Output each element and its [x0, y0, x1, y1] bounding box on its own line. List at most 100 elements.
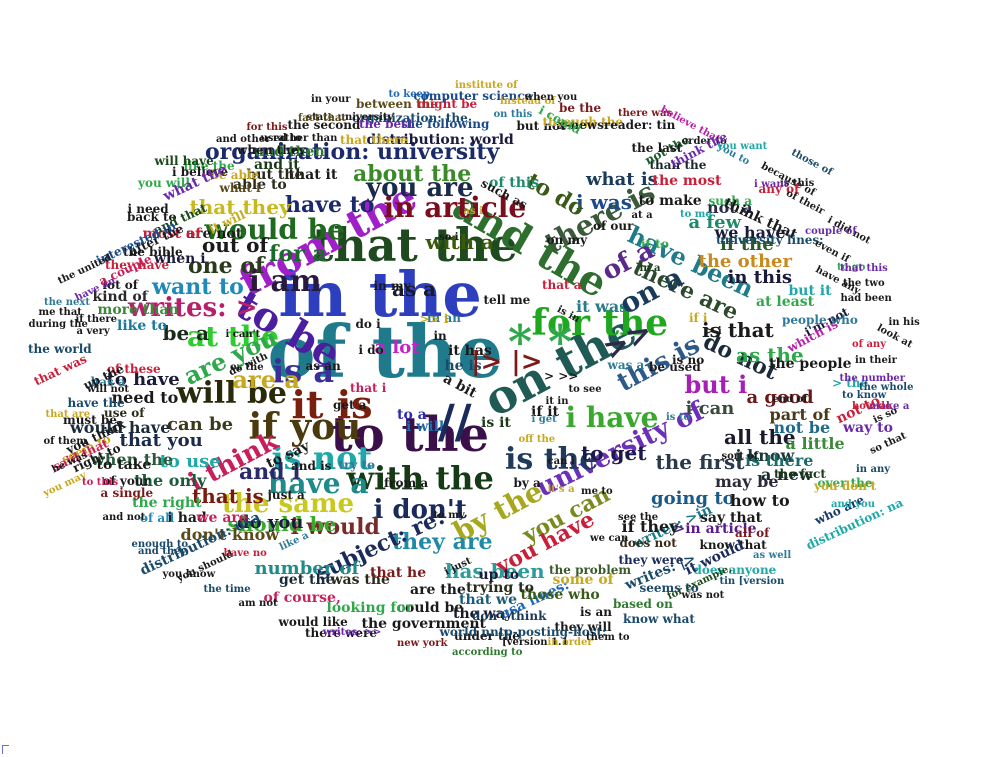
cloud-word: the time [203, 584, 251, 595]
cloud-word: writes: >> [323, 627, 382, 638]
cloud-word: i need [127, 202, 169, 216]
cloud-word: but it [788, 283, 832, 299]
cloud-word: if there [75, 314, 117, 325]
cloud-word: to the [330, 407, 490, 463]
cloud-word: and you [831, 499, 875, 510]
cloud-word: in any [856, 464, 891, 475]
cloud-word: that there [340, 133, 408, 147]
cloud-word: up to [478, 567, 520, 583]
cloud-word: of course, [263, 590, 341, 606]
cloud-word: have no [223, 548, 267, 559]
cloud-word: of the [267, 309, 503, 394]
cloud-word: you want [717, 141, 768, 152]
cloud-word: should be [227, 512, 337, 536]
cloud-word: do i [355, 317, 381, 331]
cloud-word: when you [524, 92, 578, 103]
cloud-word: to me [680, 209, 712, 220]
cloud-word: to get [581, 441, 647, 465]
cloud-word: to know [842, 390, 887, 401]
cloud-word: would have [70, 418, 171, 437]
cloud-word: that is [192, 484, 264, 508]
cloud-word: the only [134, 471, 207, 490]
cloud-word: be a [162, 321, 210, 345]
cloud-word: you are [366, 173, 474, 203]
cloud-word: try to [338, 458, 376, 472]
cloud-word: is to [666, 412, 691, 423]
cloud-word: the problem [549, 563, 632, 577]
cloud-word: i had [167, 510, 207, 526]
cloud-word: out of [202, 233, 269, 257]
cloud-word: as i [463, 206, 483, 217]
cloud-word: not be [773, 418, 831, 437]
cloud-word: to a [397, 407, 427, 423]
cloud-word: can be [167, 414, 234, 435]
cloud-word: x-newsreader: tin [558, 118, 676, 132]
cloud-word: is there [745, 451, 814, 470]
cloud-word: they will [554, 620, 612, 634]
cloud-word: be able [210, 168, 260, 182]
cloud-word: have a [268, 467, 369, 500]
cloud-word: the two [843, 278, 885, 289]
cloud-word: to this [82, 477, 119, 488]
cloud-word: for this [246, 122, 288, 133]
cloud-word: get the [279, 572, 335, 588]
cloud-word: we can [590, 533, 629, 544]
cloud-word: to make [638, 193, 702, 209]
cloud-word: when i [154, 251, 206, 267]
cloud-word: know what [623, 612, 695, 626]
cloud-word: new york [397, 638, 448, 649]
cloud-word: the whole [859, 382, 914, 393]
cloud-word: state university [306, 112, 394, 123]
cloud-word: don't think [472, 609, 547, 623]
cloud-word: they have [105, 258, 170, 272]
cloud-word: and i [239, 459, 301, 485]
cloud-word: to keep [388, 89, 430, 100]
cloud-word: is it [481, 415, 511, 431]
cloud-word: kind of [92, 289, 148, 305]
cloud-word: must be [63, 413, 117, 427]
cloud-word: that he [370, 565, 427, 581]
cloud-word: all of [735, 526, 770, 540]
cloud-word: or the [230, 362, 264, 373]
cloud-word: a new [761, 465, 813, 484]
cloud-word: i can [685, 398, 735, 419]
cloud-word: the world [28, 342, 92, 356]
cloud-word: it in [545, 396, 569, 407]
cloud-word: those of [788, 147, 834, 178]
cloud-word: know that [699, 538, 767, 552]
cloud-word: of our [593, 219, 634, 233]
cloud-word: if the [720, 234, 774, 255]
cloud-word: computer science [413, 89, 533, 103]
cloud-word: at a [631, 210, 653, 221]
cloud-word: > i [706, 326, 722, 337]
cloud-word: use of [104, 406, 145, 420]
cloud-word: able to [233, 177, 287, 193]
cloud-word: during the [28, 319, 88, 330]
cloud-word: am not [238, 598, 278, 609]
cloud-word: i get [531, 414, 557, 425]
cloud-word: will have [154, 154, 214, 168]
cloud-word: with a [425, 230, 495, 254]
cloud-word: but not [516, 119, 566, 133]
cloud-word: of these [107, 362, 161, 376]
cloud-word: was the [330, 572, 390, 588]
cloud-word: do you [237, 512, 304, 533]
cloud-word: end of [772, 394, 808, 405]
cloud-word: according to [452, 647, 523, 658]
cloud-word: how to [730, 491, 790, 510]
cloud-word: in your [311, 94, 351, 105]
cloud-word: number of [254, 558, 360, 579]
cloud-word: have to [285, 192, 375, 218]
cloud-word: there were [305, 626, 377, 640]
cloud-word: a little [785, 434, 845, 453]
cloud-word: a very [76, 326, 110, 337]
cloud-word: and it [254, 157, 300, 173]
cloud-word: of your [102, 474, 150, 488]
cloud-word: in this [727, 267, 793, 288]
cloud-word: tell me [483, 293, 531, 307]
cloud-word: and then [255, 144, 325, 160]
cloud-word: i was [576, 190, 632, 214]
cloud-word: in the [278, 258, 482, 331]
cloud-word: and is [291, 459, 332, 473]
cloud-word: it's a [547, 484, 575, 495]
